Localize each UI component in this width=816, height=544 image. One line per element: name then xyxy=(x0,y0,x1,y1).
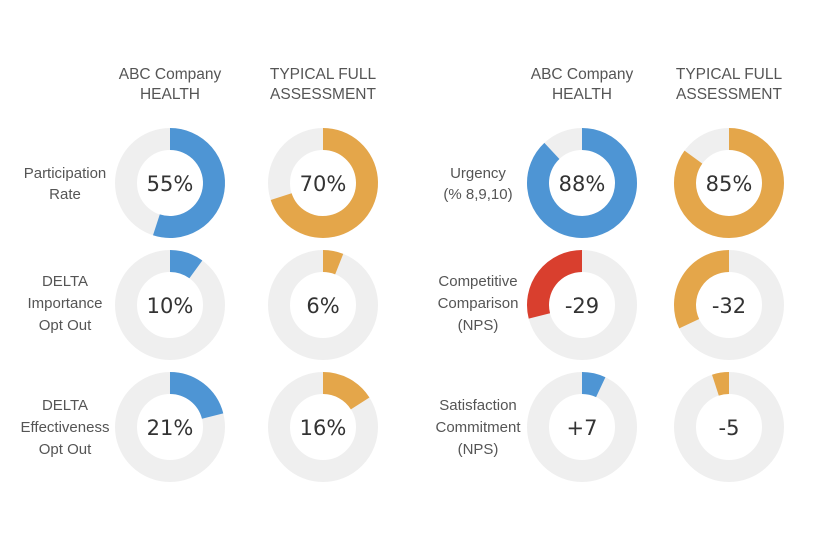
donut-value-arc xyxy=(527,128,637,238)
donut-value-arc xyxy=(322,372,370,410)
row-label-line: Opt Out xyxy=(39,317,92,334)
donut-chart: 6% xyxy=(268,250,378,360)
header-line: ABC Company xyxy=(119,66,222,83)
header-left-col1: ABC Company HEALTH xyxy=(119,66,222,103)
row-label-line: Opt Out xyxy=(39,441,92,458)
row-label-line: Satisfaction xyxy=(439,397,517,414)
row-label-delta-importance: DELTA Importance Opt Out xyxy=(27,273,102,334)
donut-layer: 55% 70% 10% 6% 21% 16% 88% 85% -29 -32 +7 -5 xyxy=(115,128,784,482)
row-label-delta-effectiveness: DELTA Effectiveness Opt Out xyxy=(21,397,110,458)
donut-value-arc xyxy=(674,250,730,329)
donut-value-arc xyxy=(674,128,784,238)
header-right-col2: TYPICAL FULL ASSESSMENT xyxy=(676,66,783,103)
row-label-line: (NPS) xyxy=(458,317,499,334)
row-label-line: DELTA xyxy=(42,397,88,414)
donut-value-arc xyxy=(169,250,203,279)
row-label-participation-rate: Participation Rate xyxy=(24,165,107,203)
donut-value-label: 16% xyxy=(300,416,347,440)
row-label-urgency: Urgency (% 8,9,10) xyxy=(443,165,512,203)
donut-chart: 88% xyxy=(527,128,637,238)
header-line: TYPICAL FULL xyxy=(676,66,783,83)
donut-chart: -32 xyxy=(674,250,784,360)
donut-chart: 70% xyxy=(268,128,378,238)
row-label-line: DELTA xyxy=(42,273,88,290)
row-label-line: Urgency xyxy=(450,165,506,182)
row-label-line: Comparison xyxy=(438,295,519,312)
header-line: HEALTH xyxy=(140,86,200,103)
donut-chart: 21% xyxy=(115,372,225,482)
donut-value-arc xyxy=(169,372,224,420)
donut-value-arc xyxy=(581,372,606,398)
row-label-line: Competitive xyxy=(438,273,517,290)
header-line: TYPICAL FULL xyxy=(270,66,377,83)
donut-chart: -29 xyxy=(527,250,637,360)
donut-chart: 85% xyxy=(674,128,784,238)
donut-value-label: 55% xyxy=(147,172,194,196)
donut-value-label: 21% xyxy=(147,416,194,440)
donut-value-label: 6% xyxy=(306,294,339,318)
row-label-line: Commitment xyxy=(435,419,521,436)
header-right-col1: ABC Company HEALTH xyxy=(531,66,634,103)
donut-value-label: -32 xyxy=(712,294,746,318)
donut-value-arc xyxy=(270,128,378,238)
donut-value-label: -29 xyxy=(565,294,599,318)
row-label-line: Rate xyxy=(49,186,81,203)
header-line: ASSESSMENT xyxy=(270,86,376,103)
donut-value-label: 85% xyxy=(706,172,753,196)
row-label-line: Participation xyxy=(24,165,107,182)
row-label-line: (% 8,9,10) xyxy=(443,186,512,203)
donut-value-label: 88% xyxy=(559,172,606,196)
donut-value-arc xyxy=(153,128,225,238)
donut-value-label: 10% xyxy=(147,294,194,318)
row-label-satisfaction-commitment: Satisfaction Commitment (NPS) xyxy=(435,397,521,458)
donut-value-label: 70% xyxy=(300,172,347,196)
donut-chart: 16% xyxy=(268,372,378,482)
row-label-line: (NPS) xyxy=(458,441,499,458)
header-left-col2: TYPICAL FULL ASSESSMENT xyxy=(270,66,377,103)
header-line: ASSESSMENT xyxy=(676,86,782,103)
donut-value-label: -5 xyxy=(719,416,740,440)
donut-chart: 10% xyxy=(115,250,225,360)
donut-chart: 55% xyxy=(115,128,225,238)
header-line: HEALTH xyxy=(552,86,612,103)
donut-value-arc xyxy=(527,250,583,319)
row-label-line: Importance xyxy=(27,295,102,312)
donut-value-label: +7 xyxy=(567,416,598,440)
donut-value-arc xyxy=(712,372,730,396)
row-label-line: Effectiveness xyxy=(21,419,110,436)
donut-chart: -5 xyxy=(674,372,784,482)
donut-chart: +7 xyxy=(527,372,637,482)
donut-value-arc xyxy=(322,250,344,275)
row-label-competitive-comparison: Competitive Comparison (NPS) xyxy=(438,273,519,334)
header-line: ABC Company xyxy=(531,66,634,83)
